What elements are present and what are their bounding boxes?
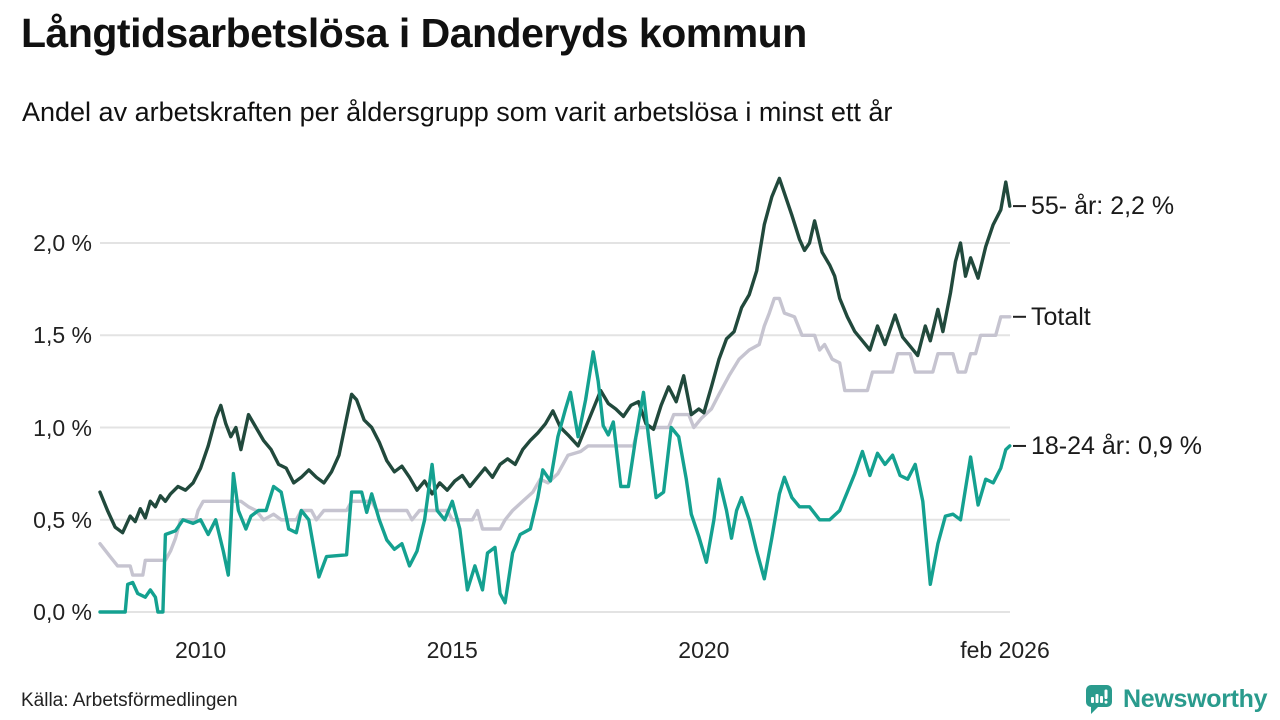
- series-end-label-totalt: Totalt: [1031, 302, 1091, 331]
- x-axis-tick-label: feb 2026: [960, 637, 1050, 663]
- newsworthy-logo: Newsworthy: [1084, 684, 1268, 714]
- series-line-totalt: [98, 296, 1012, 577]
- newsworthy-chart-bubble-icon: [1086, 685, 1112, 714]
- newsworthy-wordmark: Newsworthy: [1123, 684, 1268, 713]
- page-title: Långtidsarbetslösa i Danderyds kommun: [21, 10, 807, 56]
- x-axis-tick-label: 2010: [175, 637, 227, 663]
- x-axis-tick-label: 2015: [426, 637, 478, 663]
- y-axis-tick-label: 0,0 %: [33, 599, 92, 625]
- x-axis-tick-label: 2020: [678, 637, 730, 663]
- chart-subtitle: Andel av arbetskraften per åldersgrupp s…: [22, 97, 893, 127]
- series-end-label-55-r: 55- år: 2,2 %: [1031, 192, 1175, 221]
- source-note: Källa: Arbetsförmedlingen: [21, 690, 238, 711]
- y-axis-tick-label: 2,0 %: [33, 230, 92, 256]
- series-line-18-24-r: [98, 350, 1012, 614]
- series-line-55-r: [98, 176, 1012, 535]
- y-axis-tick-label: 1,0 %: [33, 414, 92, 441]
- y-axis-tick-label: 0,5 %: [33, 506, 92, 533]
- y-axis-tick-label: 1,5 %: [33, 322, 92, 349]
- series-end-label-18-24-r: 18-24 år: 0,9 %: [1031, 431, 1202, 460]
